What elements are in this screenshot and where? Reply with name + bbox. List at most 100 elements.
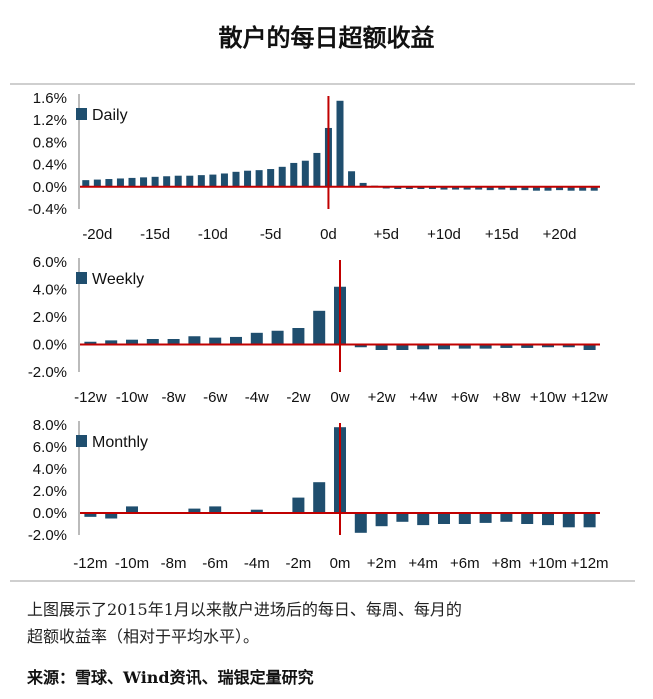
- x-tick-label: -8w: [162, 389, 186, 406]
- bar-daily: [486, 186, 494, 191]
- bar-weekly: [438, 344, 450, 350]
- bar-weekly: [542, 344, 554, 348]
- x-tick-label: +2m: [367, 555, 397, 572]
- bar-monthly: [479, 513, 492, 523]
- bar-weekly: [458, 344, 471, 349]
- bar-daily: [116, 178, 124, 187]
- x-tick-label: -10w: [116, 389, 149, 406]
- y-tick-label: 0.0%: [33, 505, 67, 522]
- bar-monthly: [396, 513, 409, 522]
- bar-monthly: [105, 513, 118, 519]
- bar-weekly: [126, 339, 138, 345]
- x-tick-label: -8m: [161, 555, 187, 572]
- bar-weekly: [396, 344, 409, 350]
- bar-daily: [232, 171, 240, 187]
- bar-weekly: [105, 340, 118, 345]
- x-tick-label: +4m: [408, 555, 438, 572]
- y-tick-label: 0.8%: [33, 134, 67, 151]
- bar-weekly: [209, 337, 222, 345]
- x-tick-label: +15d: [485, 226, 519, 243]
- x-tick-label: -20d: [82, 226, 112, 243]
- bar-monthly: [126, 506, 138, 513]
- bar-weekly: [417, 344, 430, 350]
- x-tick-label: +4w: [409, 389, 437, 406]
- bar-daily: [521, 186, 529, 191]
- bar-daily: [452, 186, 460, 190]
- bar-monthly: [458, 513, 471, 524]
- y-tick-label: -2.0%: [28, 527, 67, 544]
- x-tick-label: +8w: [492, 389, 520, 406]
- y-tick-label: 0.0%: [33, 179, 67, 196]
- bar-daily: [579, 186, 587, 191]
- y-tick-label: 0.4%: [33, 157, 67, 174]
- chart-title: 散户的每日超额收益: [218, 23, 435, 52]
- bar-weekly: [84, 341, 97, 345]
- y-tick-label: -0.4%: [28, 201, 67, 218]
- bar-weekly: [188, 336, 201, 345]
- bar-daily: [532, 186, 540, 191]
- y-tick-label: 2.0%: [33, 483, 67, 500]
- x-tick-label: -2m: [285, 555, 311, 572]
- y-tick-label: 1.2%: [33, 112, 67, 129]
- y-tick-label: 2.0%: [33, 309, 67, 326]
- y-tick-label: 4.0%: [33, 461, 67, 478]
- x-tick-label: 0w: [330, 389, 349, 406]
- bar-daily: [463, 186, 471, 190]
- legend-swatch: [76, 435, 87, 447]
- source-text: 来源：雪球、Wind资讯、瑞银定量研究: [27, 668, 314, 687]
- x-tick-label: +6w: [451, 389, 479, 406]
- bar-daily: [93, 179, 101, 187]
- x-tick-label: -4w: [245, 389, 269, 406]
- bar-daily: [475, 186, 483, 190]
- charts-canvas: -0.4% 0.0% 0.4% 0.8% 1.2% 1.6% -20d -15d -10d -5d…: [28, 90, 609, 572]
- bar-daily: [186, 175, 194, 187]
- bar-daily: [567, 186, 575, 191]
- x-tick-label: 0d: [320, 226, 337, 243]
- bar-weekly: [500, 344, 513, 348]
- bar-monthly: [438, 513, 450, 524]
- bar-monthly: [521, 513, 534, 524]
- x-tick-label: -10m: [115, 555, 149, 572]
- x-tick-label: -4m: [244, 555, 270, 572]
- bar-weekly: [292, 328, 305, 345]
- bar-monthly: [188, 508, 201, 513]
- x-tick-label: -10d: [198, 226, 228, 243]
- top-divider: [10, 83, 635, 85]
- legend-label: Daily: [92, 107, 128, 124]
- bar-weekly: [375, 344, 388, 350]
- caption-text: 上图展示了2015年1月以来散户进场后的每日、每周、每月的 超额收益率（相对于平…: [27, 600, 462, 646]
- bar-daily: [244, 170, 252, 187]
- bar-daily: [428, 186, 436, 190]
- bar-daily: [417, 186, 425, 190]
- bar-daily: [290, 162, 298, 187]
- x-tick-label: -6w: [203, 389, 227, 406]
- y-tick-label: 8.0%: [33, 417, 67, 434]
- bar-monthly: [292, 497, 305, 513]
- bar-daily: [209, 174, 217, 187]
- bar-monthly: [354, 513, 367, 533]
- legend-label: Monthly: [92, 434, 148, 451]
- y-tick-label: 6.0%: [33, 254, 67, 271]
- bar-daily: [336, 100, 344, 187]
- bar-daily: [556, 186, 564, 191]
- bar-daily: [405, 186, 413, 190]
- x-tick-label: +10m: [529, 555, 567, 572]
- x-tick-label: 0m: [330, 555, 351, 572]
- y-tick-label: 0.0%: [33, 337, 67, 354]
- bar-weekly: [146, 339, 159, 345]
- bar-daily: [140, 177, 148, 187]
- y-tick-label: 4.0%: [33, 282, 67, 299]
- x-tick-label: +2w: [368, 389, 396, 406]
- y-tick-label: -2.0%: [28, 364, 67, 381]
- x-tick-label: -12w: [74, 389, 107, 406]
- bar-daily: [278, 166, 286, 187]
- x-tick-label: +10w: [530, 389, 566, 406]
- bar-monthly: [250, 509, 263, 513]
- bar-monthly: [417, 513, 430, 526]
- bar-daily: [394, 186, 402, 190]
- bar-daily: [590, 186, 598, 191]
- bar-daily: [544, 186, 552, 191]
- x-tick-label: -6m: [202, 555, 228, 572]
- bar-daily: [267, 169, 275, 187]
- bar-weekly: [313, 310, 326, 345]
